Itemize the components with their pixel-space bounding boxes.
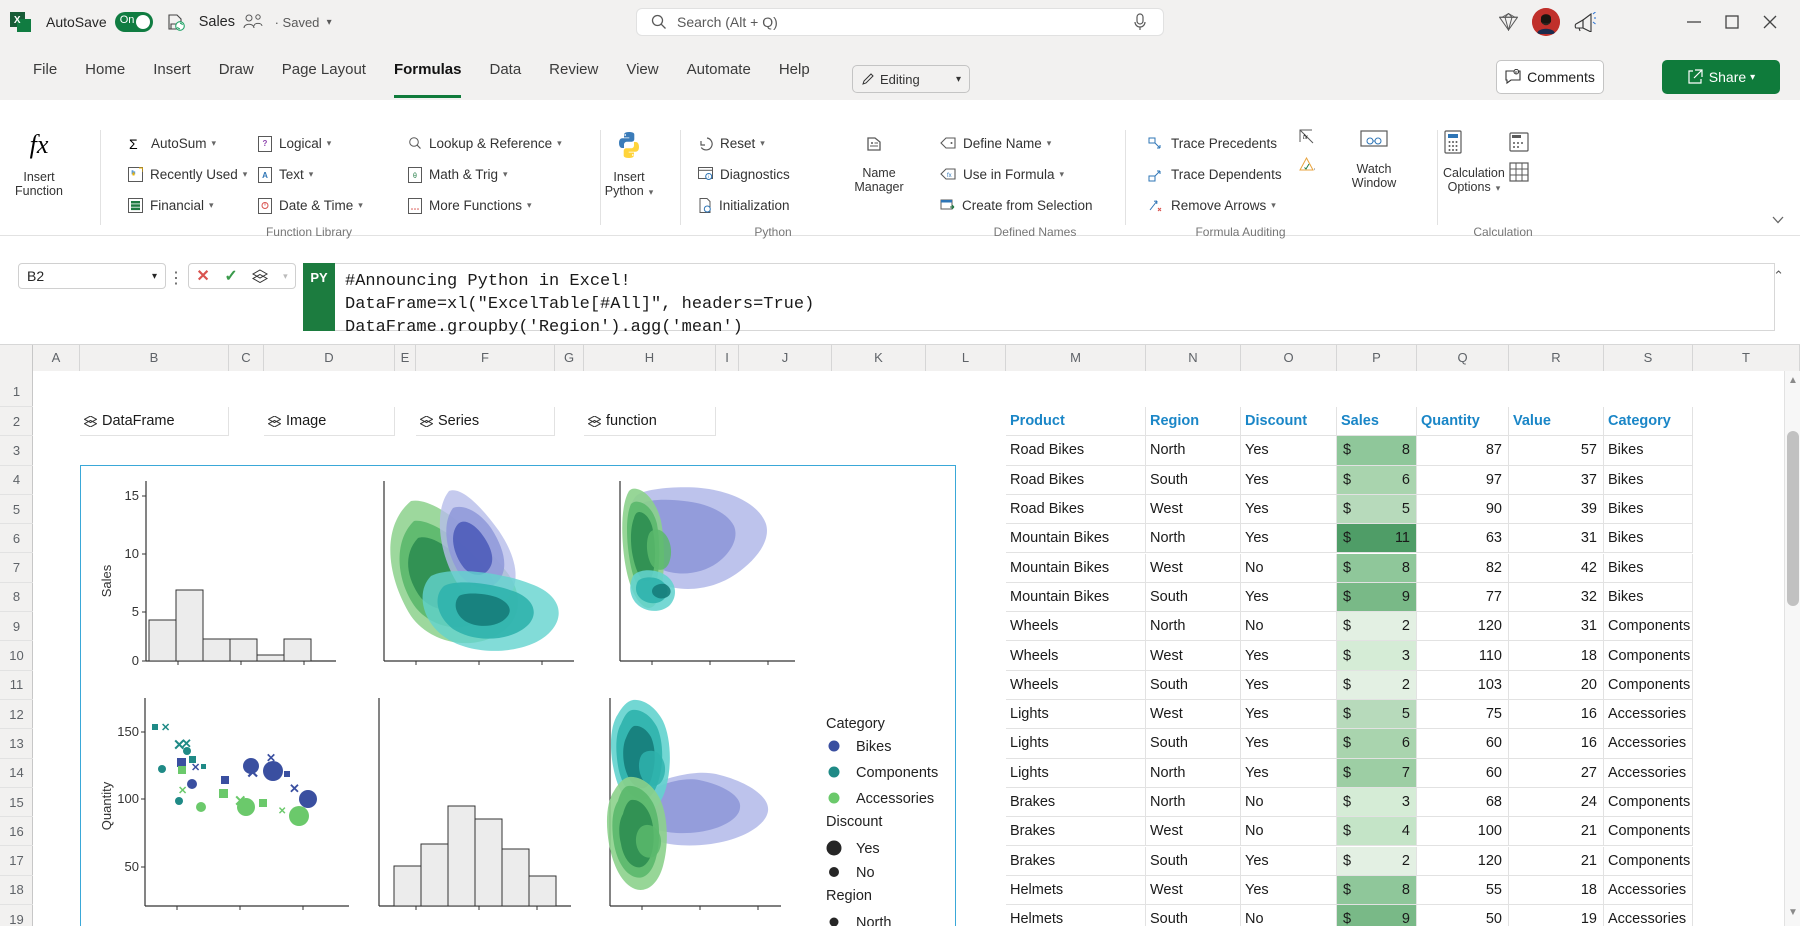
svg-text:fx: fx bbox=[30, 130, 49, 159]
svg-text:5: 5 bbox=[132, 604, 139, 619]
svg-text:✕: ✕ bbox=[191, 762, 200, 774]
svg-text:0: 0 bbox=[132, 653, 139, 668]
svg-text:Yes: Yes bbox=[856, 841, 880, 857]
svg-text:50: 50 bbox=[125, 859, 139, 874]
svg-text:fx: fx bbox=[947, 173, 952, 179]
svg-text:▾: ▾ bbox=[1314, 167, 1315, 174]
svg-text:Sales: Sales bbox=[99, 564, 114, 597]
svg-text:✕: ✕ bbox=[178, 785, 187, 797]
svg-text:100: 100 bbox=[117, 791, 139, 806]
svg-text:15: 15 bbox=[125, 488, 139, 503]
svg-text:X: X bbox=[14, 15, 21, 26]
svg-text:Bikes: Bikes bbox=[856, 739, 891, 755]
svg-text:i: i bbox=[708, 174, 709, 179]
svg-text:A: A bbox=[262, 171, 268, 180]
svg-text:Accessories: Accessories bbox=[856, 791, 934, 807]
svg-text:Region: Region bbox=[826, 888, 872, 904]
svg-text:150: 150 bbox=[117, 724, 139, 739]
svg-text:✕: ✕ bbox=[278, 806, 286, 817]
svg-text:Category: Category bbox=[826, 716, 886, 732]
svg-text:θ: θ bbox=[413, 173, 417, 180]
svg-text:North: North bbox=[856, 915, 891, 926]
svg-text:Σ: Σ bbox=[129, 136, 138, 152]
svg-text:Discount: Discount bbox=[826, 814, 882, 830]
svg-text:Components: Components bbox=[856, 765, 938, 781]
svg-text:Quantity: Quantity bbox=[99, 781, 114, 830]
svg-text:10: 10 bbox=[125, 546, 139, 561]
svg-text:No: No bbox=[856, 865, 875, 881]
svg-text:?: ? bbox=[263, 139, 268, 148]
svg-text:✕: ✕ bbox=[161, 722, 170, 734]
svg-text:✕: ✕ bbox=[289, 781, 300, 796]
svg-text:@: @ bbox=[1515, 70, 1518, 74]
